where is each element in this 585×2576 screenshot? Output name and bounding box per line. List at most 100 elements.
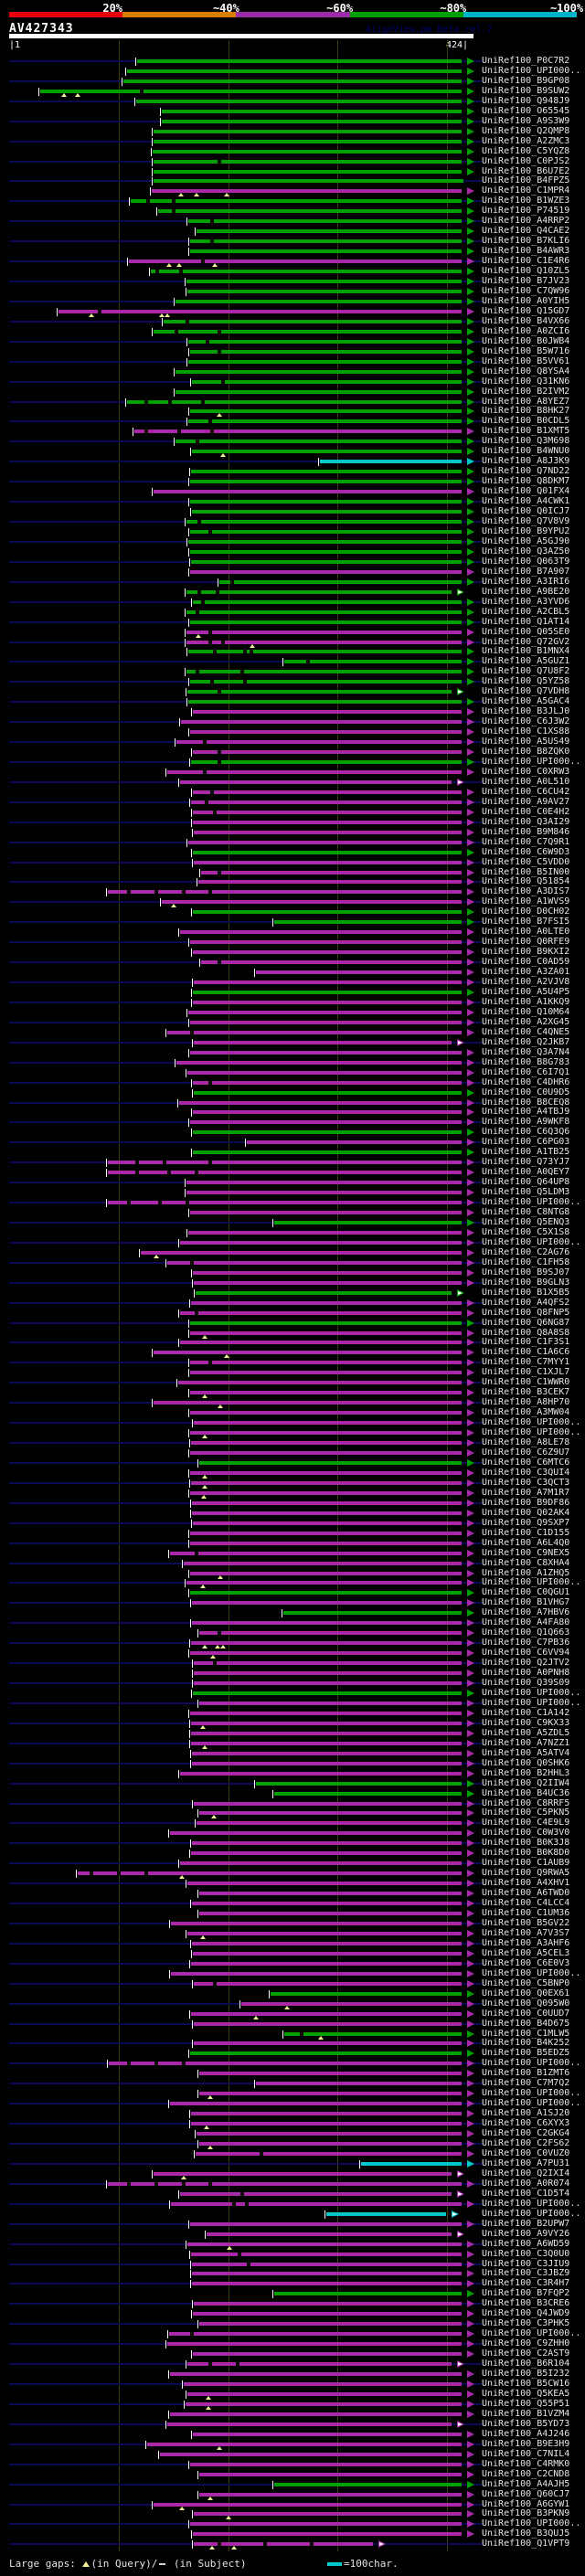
hit-label[interactable]: UniRef100_A2XG45 bbox=[482, 1017, 570, 1027]
hit-bar[interactable] bbox=[186, 1191, 462, 1194]
hit-bar[interactable] bbox=[191, 760, 462, 764]
hit-label[interactable]: UniRef100_C4QNE5 bbox=[482, 1027, 570, 1037]
hit-label[interactable]: UniRef100_A8YEZ7 bbox=[482, 397, 570, 407]
hit-label[interactable]: UniRef100_A5ZDL5 bbox=[482, 1728, 570, 1738]
hit-label[interactable]: UniRef100_B4WNU0 bbox=[482, 446, 570, 456]
hit-label[interactable]: UniRef100_A9AV27 bbox=[482, 797, 570, 807]
hit-label[interactable]: UniRef100_A4CWK1 bbox=[482, 496, 570, 506]
hit-bar[interactable] bbox=[192, 450, 462, 453]
hit-bar[interactable] bbox=[326, 2212, 446, 2216]
hit-bar[interactable] bbox=[179, 1101, 462, 1105]
hit-label[interactable]: UniRef100_C2AG76 bbox=[482, 1247, 570, 1257]
hit-label[interactable]: UniRef100_C1MLW5 bbox=[482, 2029, 570, 2039]
hit-bar[interactable] bbox=[193, 790, 462, 794]
hit-bar[interactable] bbox=[271, 1992, 462, 1996]
hit-label[interactable]: UniRef100_C8RRF5 bbox=[482, 1798, 570, 1808]
hit-bar[interactable] bbox=[193, 851, 462, 854]
hit-bar[interactable] bbox=[193, 950, 462, 954]
hit-label[interactable]: UniRef100_B1MNX4 bbox=[482, 646, 570, 656]
hit-label[interactable]: UniRef100_A5GJ90 bbox=[482, 536, 570, 546]
hit-bar[interactable] bbox=[193, 1081, 462, 1085]
hit-bar[interactable] bbox=[167, 1031, 462, 1034]
hit-label[interactable]: UniRef100_C1XS88 bbox=[482, 726, 570, 737]
hit-label[interactable]: UniRef100_P0C7R2 bbox=[482, 56, 570, 66]
hit-label[interactable]: UniRef100_Q948J9 bbox=[482, 96, 570, 106]
hit-label[interactable]: UniRef100_A4J246 bbox=[482, 2429, 570, 2439]
hit-label[interactable]: UniRef100_C4E9L9 bbox=[482, 1818, 570, 1828]
hit-bar[interactable] bbox=[284, 660, 462, 663]
hit-bar[interactable] bbox=[162, 120, 462, 123]
hit-bar[interactable] bbox=[190, 940, 462, 944]
hit-label[interactable]: UniRef100_A4AJH5 bbox=[482, 2479, 570, 2489]
hit-bar[interactable] bbox=[180, 780, 452, 784]
hit-label[interactable]: UniRef100_Q2JTV2 bbox=[482, 1658, 570, 1668]
hit-bar[interactable] bbox=[176, 440, 462, 443]
hit-bar[interactable] bbox=[108, 890, 462, 894]
hit-bar[interactable] bbox=[199, 1892, 462, 1895]
hit-bar[interactable] bbox=[154, 490, 462, 493]
hit-bar[interactable] bbox=[191, 560, 462, 564]
hit-label[interactable]: UniRef100_C5PKN5 bbox=[482, 1807, 570, 1818]
hit-label[interactable]: UniRef100_Q5KEA5 bbox=[482, 2389, 570, 2399]
hit-bar[interactable] bbox=[194, 1281, 462, 1285]
hit-bar[interactable] bbox=[201, 871, 462, 875]
hit-label[interactable]: UniRef100_C6PG03 bbox=[482, 1137, 570, 1147]
hit-bar[interactable] bbox=[162, 900, 462, 904]
hit-bar[interactable] bbox=[170, 1552, 462, 1555]
hit-label[interactable]: UniRef100_A6GYW1 bbox=[482, 2499, 570, 2509]
hit-bar[interactable] bbox=[108, 1161, 462, 1164]
hit-bar[interactable] bbox=[158, 209, 462, 213]
hit-bar[interactable] bbox=[187, 2362, 452, 2366]
hit-label[interactable]: UniRef100_A0ZCI6 bbox=[482, 326, 570, 336]
hit-bar[interactable] bbox=[167, 2422, 452, 2426]
hit-label[interactable]: UniRef100_C3JIU9 bbox=[482, 2259, 570, 2269]
hit-bar[interactable] bbox=[129, 260, 462, 263]
hit-bar[interactable] bbox=[190, 239, 462, 243]
hit-bar[interactable] bbox=[283, 1611, 462, 1615]
hit-bar[interactable] bbox=[176, 370, 462, 374]
hit-label[interactable]: UniRef100_Q1AT14 bbox=[482, 617, 570, 627]
hit-bar[interactable] bbox=[190, 1120, 462, 1124]
hit-bar[interactable] bbox=[190, 1451, 462, 1455]
hit-bar[interactable] bbox=[192, 1841, 462, 1845]
hit-label[interactable]: UniRef100_Q0EX61 bbox=[482, 1988, 570, 1998]
hit-label[interactable]: UniRef100_B3PKN9 bbox=[482, 2508, 570, 2518]
hit-bar[interactable] bbox=[190, 530, 462, 534]
hit-bar[interactable] bbox=[108, 1201, 462, 1204]
hit-bar[interactable] bbox=[190, 1431, 462, 1435]
hit-label[interactable]: UniRef100_B3CEK7 bbox=[482, 1387, 570, 1397]
hit-label[interactable]: UniRef100_UPI000.. bbox=[482, 2199, 581, 2209]
hit-label[interactable]: UniRef100_B2IVM2 bbox=[482, 387, 570, 397]
hit-label[interactable]: UniRef100_Q0ICJ7 bbox=[482, 506, 570, 516]
hit-label[interactable]: UniRef100_B9KXI2 bbox=[482, 947, 570, 957]
hit-label[interactable]: UniRef100_C0XRW3 bbox=[482, 767, 570, 777]
hit-bar[interactable] bbox=[193, 2532, 462, 2536]
hit-label[interactable]: UniRef100_UPI000.. bbox=[482, 1577, 581, 1587]
hit-label[interactable]: UniRef100_Q64UP8 bbox=[482, 1177, 570, 1187]
hit-bar[interactable] bbox=[274, 2292, 462, 2295]
hit-bar[interactable] bbox=[170, 2102, 462, 2105]
hit-bar[interactable] bbox=[190, 2222, 462, 2226]
hit-bar[interactable] bbox=[199, 2092, 462, 2095]
hit-bar[interactable] bbox=[151, 270, 462, 273]
hit-label[interactable]: UniRef100_B1WZE3 bbox=[482, 196, 570, 206]
hit-bar[interactable] bbox=[170, 1831, 462, 1835]
hit-bar[interactable] bbox=[187, 2242, 462, 2246]
hit-label[interactable]: UniRef100_A8HP70 bbox=[482, 1397, 570, 1407]
hit-label[interactable]: UniRef100_B5IN00 bbox=[482, 867, 570, 877]
hit-bar[interactable] bbox=[193, 1691, 462, 1695]
hit-label[interactable]: UniRef100_Q7VDH8 bbox=[482, 686, 570, 696]
hit-bar[interactable] bbox=[192, 1752, 462, 1755]
hit-label[interactable]: UniRef100_B4VX66 bbox=[482, 316, 570, 326]
hit-bar[interactable] bbox=[190, 570, 462, 574]
hit-label[interactable]: UniRef100_B8CEQ8 bbox=[482, 1097, 570, 1108]
hit-bar[interactable] bbox=[188, 340, 462, 344]
hit-label[interactable]: UniRef100_B5CW16 bbox=[482, 2379, 570, 2389]
hit-bar[interactable] bbox=[193, 1130, 462, 1134]
hit-bar[interactable] bbox=[190, 1651, 462, 1655]
hit-bar[interactable] bbox=[192, 510, 462, 514]
hit-label[interactable]: UniRef100_A8J3K9 bbox=[482, 456, 570, 466]
hit-label[interactable]: UniRef100_A6L4Q0 bbox=[482, 1538, 570, 1548]
hit-label[interactable]: UniRef100_C6W9D3 bbox=[482, 847, 570, 857]
hit-label[interactable]: UniRef100_C7NIL4 bbox=[482, 2449, 570, 2459]
